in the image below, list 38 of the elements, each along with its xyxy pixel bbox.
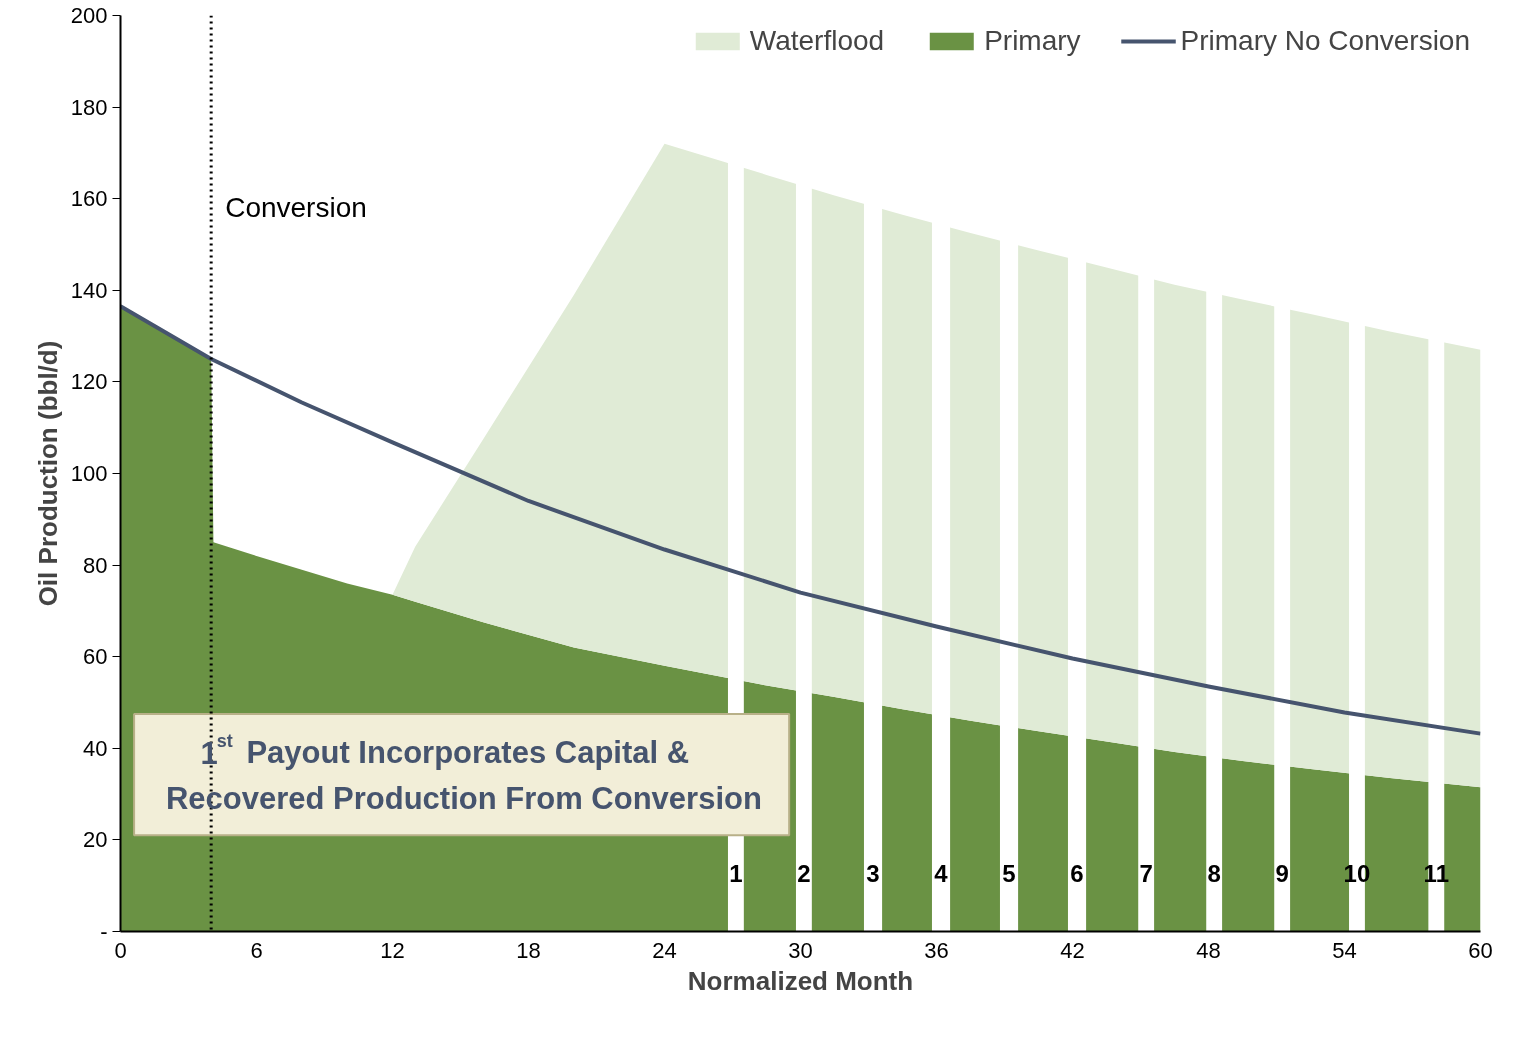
y-axis-title: Oil Production (bbl/d) <box>32 340 63 607</box>
band-label: 8 <box>1207 860 1221 888</box>
band-label: 9 <box>1275 860 1289 888</box>
x-tick-label: 12 <box>380 937 405 963</box>
band-label: 6 <box>1070 860 1084 888</box>
x-tick-label: 42 <box>1060 937 1085 963</box>
x-tick-label: 30 <box>788 937 813 963</box>
x-tick-label: 0 <box>114 937 127 963</box>
y-tick-label: 180 <box>70 94 108 120</box>
y-tick-label: 200 <box>70 3 108 28</box>
legend-label: Primary No Conversion <box>1180 25 1470 57</box>
ref-line-label: Conversion <box>225 192 367 224</box>
band-label: 3 <box>866 860 880 888</box>
y-tick-label: 60 <box>83 644 108 670</box>
band-label: 2 <box>797 860 811 888</box>
band-label: 4 <box>934 860 949 888</box>
legend-label: Waterflood <box>749 25 885 57</box>
band-label: 7 <box>1139 860 1153 888</box>
y-tick-label: 80 <box>83 552 108 578</box>
y-tick-label: 20 <box>83 827 108 853</box>
y-tick-label: 100 <box>70 461 108 486</box>
line-series <box>120 304 1481 736</box>
band-label: 1 <box>729 860 743 888</box>
y-tick-label: 160 <box>70 186 108 212</box>
x-tick-label: 48 <box>1196 937 1221 963</box>
band-label: 5 <box>1002 860 1016 888</box>
x-tick-label: 60 <box>1468 937 1493 963</box>
x-tick-label: 36 <box>924 937 949 963</box>
y-tick-label: 40 <box>83 735 108 761</box>
legend-label: Primary <box>984 25 1081 57</box>
x-tick-label: 24 <box>652 937 677 963</box>
y-tick-label: 120 <box>70 369 108 395</box>
x-tick-label: 6 <box>250 937 263 963</box>
x-tick-label: 18 <box>516 937 541 963</box>
x-axis-title: Normalized Month <box>687 965 914 996</box>
y-tick-label: 140 <box>70 277 108 303</box>
x-tick-label: 54 <box>1332 937 1357 963</box>
y-tick-label: - <box>100 919 108 944</box>
